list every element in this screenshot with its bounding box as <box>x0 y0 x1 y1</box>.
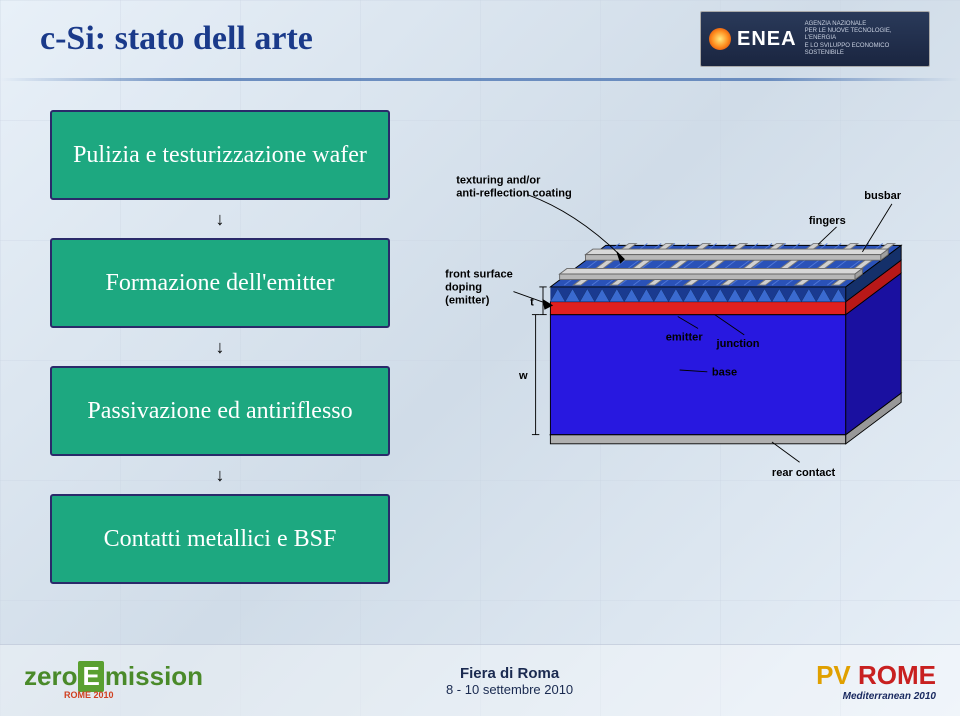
enea-logo: ENEA <box>709 28 797 51</box>
arrow-down-icon: ↓ <box>216 338 225 356</box>
label-t: t <box>530 296 534 308</box>
zero-emission-logo: zeroEmission ROME 2010 <box>24 661 203 700</box>
zero-emission-main: zeroEmission <box>24 661 203 692</box>
diagram-column: texturing and/or anti-reflection coating… <box>420 90 960 646</box>
content-area: Pulizia e testurizzazione wafer ↓ Formaz… <box>0 90 960 646</box>
pvrome-sub: Mediterranean 2010 <box>816 691 936 702</box>
label-busbar: busbar <box>864 190 902 202</box>
label-texturing: texturing and/or anti-reflection coating <box>456 175 572 200</box>
zero-emission-sub: ROME 2010 <box>64 690 114 700</box>
label-fingers: fingers <box>809 215 846 227</box>
header-divider <box>0 78 960 81</box>
venue-dates: 8 - 10 settembre 2010 <box>446 682 573 697</box>
label-junction: junction <box>716 338 760 350</box>
label-front-doping: front surface doping (emitter) <box>445 269 516 307</box>
label-emitter: emitter <box>666 331 704 343</box>
venue-name: Fiera di Roma <box>446 665 573 682</box>
label-base: base <box>712 367 737 379</box>
arrow-down-icon: ↓ <box>216 210 225 228</box>
footer: zeroEmission ROME 2010 Fiera di Roma 8 -… <box>0 644 960 716</box>
enea-badge: ENEA AGENZIA NAZIONALE PER LE NUOVE TECN… <box>700 11 930 67</box>
step-box-3: Passivazione ed antiriflesso <box>50 366 390 456</box>
arrow-down-icon: ↓ <box>216 466 225 484</box>
process-steps-column: Pulizia e testurizzazione wafer ↓ Formaz… <box>0 90 420 646</box>
pvrome-logo: PV ROME Mediterranean 2010 <box>816 660 936 702</box>
solar-cell-diagram: texturing and/or anti-reflection coating… <box>420 130 930 490</box>
step-box-2: Formazione dell'emitter <box>50 238 390 328</box>
header: c-Si: stato dell arte ENEA AGENZIA NAZIO… <box>0 0 960 78</box>
page-title: c-Si: stato dell arte <box>40 20 313 58</box>
step-box-1: Pulizia e testurizzazione wafer <box>50 110 390 200</box>
step-box-4: Contatti metallici e BSF <box>50 494 390 584</box>
venue-info: Fiera di Roma 8 - 10 settembre 2010 <box>446 665 573 697</box>
pvrome-main: PV ROME <box>816 660 936 691</box>
label-w: w <box>518 370 528 382</box>
enea-tagline: AGENZIA NAZIONALE PER LE NUOVE TECNOLOGI… <box>805 21 921 57</box>
sun-icon <box>709 28 731 50</box>
label-rear-contact: rear contact <box>772 467 836 479</box>
enea-logo-text: ENEA <box>737 28 797 51</box>
